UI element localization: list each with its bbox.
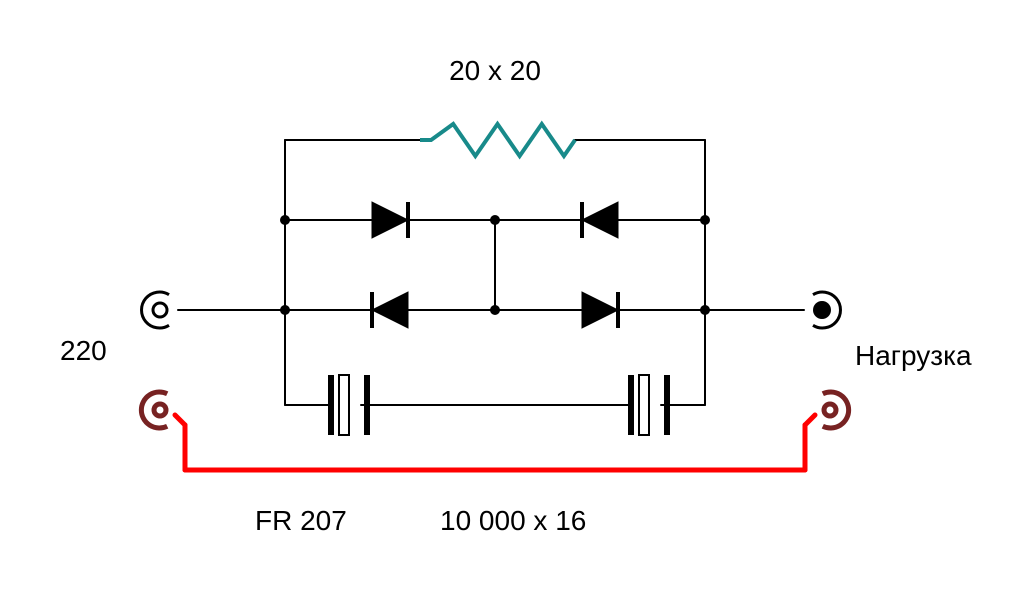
label-diode-part: FR 207 bbox=[255, 505, 347, 536]
node-2 bbox=[700, 215, 710, 225]
circuit-schematic: 20 x 20 220 Нагрузка FR 207 10 000 x 16 bbox=[0, 0, 1026, 591]
capacitor-right-plate-open bbox=[639, 375, 649, 435]
output-terminal-inner bbox=[813, 301, 831, 319]
input-terminal-inner bbox=[153, 303, 167, 317]
diode-bot-left bbox=[372, 292, 408, 328]
label-input-voltage: 220 bbox=[60, 335, 107, 366]
maroon-terminal-left-inner bbox=[154, 404, 166, 416]
node-0 bbox=[280, 215, 290, 225]
red-stub-right bbox=[805, 415, 815, 425]
diode-top-right bbox=[582, 202, 618, 238]
node-1 bbox=[280, 305, 290, 315]
maroon-terminal-right-inner bbox=[824, 404, 836, 416]
node-5 bbox=[490, 305, 500, 315]
label-cap-value: 10 000 x 16 bbox=[440, 505, 586, 536]
red-stub-left bbox=[175, 415, 185, 425]
node-3 bbox=[700, 305, 710, 315]
node-4 bbox=[490, 215, 500, 225]
diode-bot-right bbox=[582, 292, 618, 328]
capacitor-left-plate-open bbox=[339, 375, 349, 435]
resistor bbox=[420, 124, 575, 156]
label-resistor: 20 x 20 bbox=[449, 55, 541, 86]
label-output: Нагрузка bbox=[855, 340, 972, 371]
diode-top-left bbox=[372, 202, 408, 238]
